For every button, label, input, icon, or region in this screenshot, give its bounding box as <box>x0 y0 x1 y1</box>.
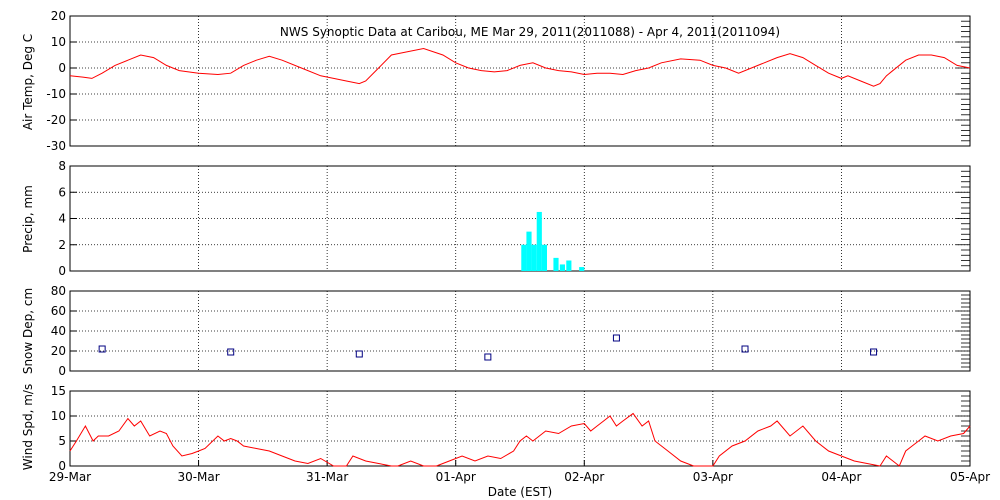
panel-4-frame <box>69 390 971 467</box>
panel-4-ytick-label: 0 <box>58 459 66 473</box>
x-tick-label: 03-Apr <box>693 470 733 484</box>
panel-3-ytick-label: 0 <box>58 364 66 378</box>
panel-1-series-line <box>69 47 971 87</box>
panel-2-ytick-label: 8 <box>58 159 66 173</box>
x-tick-label: 30-Mar <box>177 470 219 484</box>
precip-bar <box>526 231 532 271</box>
panel-1-ylabel: Air Temp, Deg C <box>21 34 35 130</box>
snow-depth-point <box>484 353 492 361</box>
snow-depth-point <box>227 348 235 356</box>
x-axis-label: Date (EST) <box>488 485 552 499</box>
snow-depth-point <box>98 345 106 353</box>
panel-4-ytick-label: 10 <box>51 409 66 423</box>
panel-3-ytick-label: 80 <box>51 284 66 298</box>
precip-bar <box>541 244 547 271</box>
panel-4-series-line <box>69 412 971 467</box>
precip-bar <box>521 244 527 271</box>
snow-depth-point <box>612 334 620 342</box>
panel-2-ylabel: Precip, mm <box>21 185 35 253</box>
panel-1-ytick-label: -30 <box>46 139 66 153</box>
x-tick-label: 02-Apr <box>564 470 604 484</box>
panel-3-ytick-label: 60 <box>51 304 66 318</box>
panel-4-ytick-label: 5 <box>58 434 66 448</box>
panel-1-ytick-label: -20 <box>46 113 66 127</box>
panel-2-ytick-label: 4 <box>58 212 66 226</box>
precip-bar <box>566 260 572 271</box>
precip-bar <box>531 244 537 271</box>
panel-1-ytick-label: 0 <box>58 61 66 75</box>
x-tick-label: 29-Mar <box>49 470 91 484</box>
snow-depth-point <box>741 345 749 353</box>
chart-title: NWS Synoptic Data at Caribou, ME Mar 29,… <box>280 25 780 39</box>
x-tick-label: 31-Mar <box>306 470 348 484</box>
snow-depth-point <box>870 348 878 356</box>
panel-1-ytick-label: -10 <box>46 87 66 101</box>
panel-2-ytick-label: 6 <box>58 185 66 199</box>
x-tick-label: 05-Apr <box>950 470 990 484</box>
panel-3-ylabel: Snow Dep, cm <box>21 288 35 374</box>
x-tick-label: 01-Apr <box>436 470 476 484</box>
snow-depth-point <box>355 350 363 358</box>
panel-3-ytick-label: 40 <box>51 324 66 338</box>
panel-1-frame <box>69 15 971 147</box>
precip-bar <box>559 264 565 271</box>
panel-1-ytick-label: 10 <box>51 35 66 49</box>
panel-2-ytick-label: 2 <box>58 238 66 252</box>
panel-4-ylabel: Wind Spd, m/s <box>21 384 35 470</box>
x-tick-label: 04-Apr <box>821 470 861 484</box>
panel-3-ytick-label: 20 <box>51 344 66 358</box>
precip-bar <box>553 257 559 271</box>
panel-1-ytick-label: 20 <box>51 9 66 23</box>
precip-bar <box>579 267 585 271</box>
panel-4-ytick-label: 15 <box>51 384 66 398</box>
panel-2-ytick-label: 0 <box>58 264 66 278</box>
precip-bar <box>536 211 542 271</box>
